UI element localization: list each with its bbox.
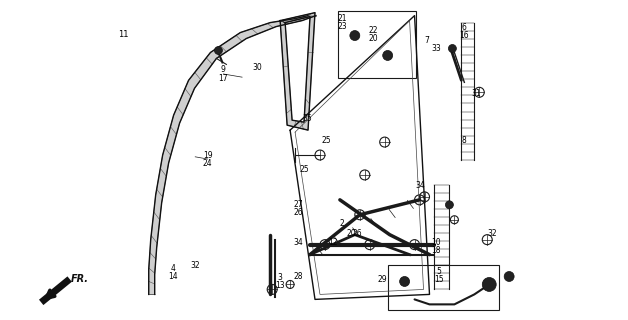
Text: 10: 10 [431, 238, 441, 247]
Circle shape [445, 201, 453, 209]
Text: 9: 9 [221, 65, 226, 74]
Bar [338, 11, 416, 78]
Text: 2: 2 [340, 219, 345, 228]
Circle shape [504, 271, 514, 282]
Text: 15: 15 [434, 275, 444, 284]
Text: 35: 35 [303, 114, 313, 123]
Text: 25: 25 [322, 136, 332, 145]
Text: 20: 20 [347, 229, 356, 238]
Text: 3: 3 [277, 273, 282, 282]
Circle shape [382, 51, 392, 60]
Polygon shape [280, 13, 315, 130]
Text: 25: 25 [300, 165, 310, 174]
Text: 4: 4 [171, 264, 176, 273]
Text: 34: 34 [415, 181, 425, 190]
Text: 16: 16 [459, 31, 469, 40]
Text: 14: 14 [168, 272, 178, 281]
Text: 5: 5 [436, 267, 441, 276]
Text: 26: 26 [353, 229, 362, 238]
Polygon shape [149, 16, 316, 294]
Circle shape [482, 277, 496, 292]
Circle shape [448, 44, 457, 52]
Text: 12: 12 [328, 238, 337, 247]
Circle shape [214, 46, 222, 54]
Text: 23: 23 [337, 22, 347, 31]
Text: 31: 31 [472, 89, 482, 98]
Text: 32: 32 [190, 261, 200, 270]
Text: 18: 18 [431, 246, 441, 255]
Text: 8: 8 [462, 136, 467, 145]
Bar [387, 265, 499, 310]
Text: 11: 11 [118, 30, 129, 39]
Text: 17: 17 [219, 74, 228, 83]
Text: 26: 26 [293, 208, 303, 217]
Text: 30: 30 [253, 63, 263, 72]
Text: 20: 20 [369, 35, 378, 44]
Text: 19: 19 [203, 151, 212, 160]
Circle shape [350, 31, 360, 41]
Text: 22: 22 [369, 27, 378, 36]
Text: 29: 29 [378, 275, 387, 284]
Text: 32: 32 [487, 229, 497, 238]
Text: 21: 21 [337, 14, 347, 23]
Text: FR.: FR. [71, 275, 89, 284]
Text: 33: 33 [431, 44, 441, 53]
Text: 24: 24 [203, 159, 212, 168]
Text: 28: 28 [294, 272, 303, 281]
Text: 13: 13 [275, 281, 284, 290]
Text: 6: 6 [462, 23, 467, 32]
Text: 27: 27 [293, 200, 303, 209]
Circle shape [399, 276, 409, 286]
Text: 34: 34 [293, 238, 303, 247]
Text: 7: 7 [424, 36, 429, 45]
